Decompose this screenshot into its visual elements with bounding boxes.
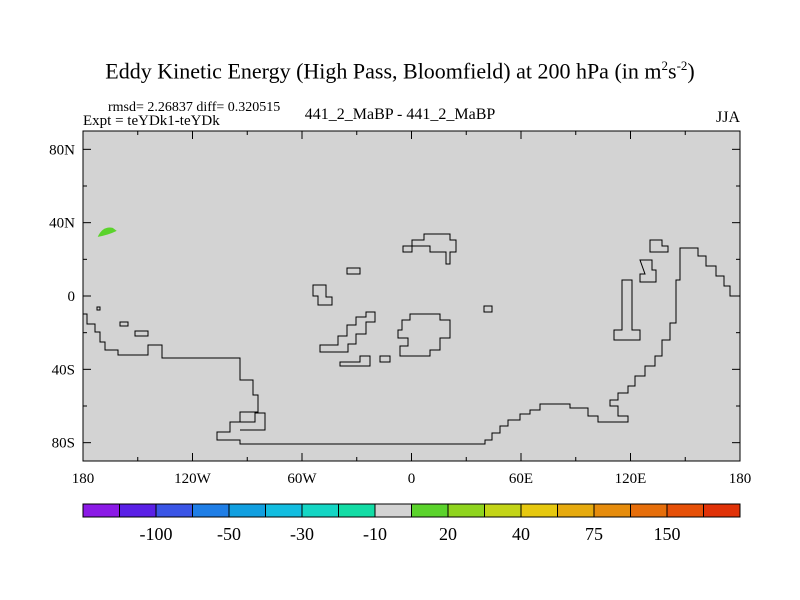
colorbar-label: -100	[140, 524, 173, 544]
colorbar-label: 150	[654, 524, 681, 544]
colorbar-swatch	[593, 503, 631, 518]
colorbar-swatch	[484, 503, 522, 518]
axis-tick-labels: 180 120W 60W 0 60E 120E 180 80N 40N 0 40S 80S	[49, 142, 751, 487]
coast-africa-west	[312, 284, 333, 306]
x-tick-label: 0	[408, 471, 416, 487]
units-s: s	[668, 58, 677, 84]
coast-island-mid	[346, 267, 361, 275]
colorbar-swatch	[374, 503, 412, 518]
coast-islands-west	[96, 306, 149, 337]
x-tick-label: 120E	[615, 471, 647, 487]
units-exp-2: -2	[676, 58, 688, 73]
y-tick-label: 80N	[49, 142, 75, 158]
x-tick-label: 60W	[287, 471, 317, 487]
colorbar-swatch	[301, 503, 339, 518]
colorbar-swatch	[119, 503, 157, 518]
coast-arabia-india	[402, 233, 457, 265]
colorbar-swatch	[155, 503, 193, 518]
colorbar-swatch	[338, 503, 376, 518]
coast-antarctica-and-south-america	[83, 247, 740, 445]
colorbar-label: -30	[290, 524, 314, 544]
colorbar-swatch	[666, 503, 704, 518]
season-label: JJA	[716, 109, 741, 126]
chart-title: Eddy Kinetic Energy (High Pass, Bloomfie…	[0, 58, 800, 84]
colorbar-labels: -100 -50 -30 -10 20 40 75 150	[140, 524, 681, 544]
x-tick-label: 60E	[509, 471, 533, 487]
axis-ticks	[82, 131, 741, 461]
experiment-label: Expt = teYDk1-teYDk	[83, 113, 220, 129]
coast-small-island-east	[483, 305, 493, 313]
colorbar-label: -10	[363, 524, 387, 544]
anomaly-patch	[97, 227, 117, 237]
y-tick-label: 40S	[52, 362, 75, 378]
colorbar-swatch	[411, 503, 449, 518]
colorbar-swatch	[520, 503, 558, 518]
colorbar-swatch	[82, 503, 120, 518]
coast-southern-africa	[319, 311, 376, 367]
units-close: )	[687, 58, 695, 84]
x-tick-label: 120W	[174, 471, 212, 487]
coast-madagascar-region	[379, 313, 451, 363]
colorbar-swatch	[265, 503, 303, 518]
coast-australia	[613, 279, 641, 341]
colorbar-swatch	[703, 503, 741, 518]
colorbar-swatch	[630, 503, 668, 518]
x-tick-label: 180	[72, 471, 95, 487]
colorbar	[82, 503, 741, 518]
units-exp-1: 2	[661, 58, 669, 73]
anomaly-patches	[97, 227, 117, 237]
colorbar-label: 40	[512, 524, 530, 544]
colorbar-swatch	[228, 503, 266, 518]
colorbar-label: -50	[217, 524, 241, 544]
y-tick-label: 80S	[52, 436, 75, 452]
colorbar-label: 20	[439, 524, 457, 544]
y-tick-label: 40N	[49, 216, 75, 232]
x-tick-label: 180	[729, 471, 752, 487]
coast-southeast-asia	[639, 259, 657, 283]
colorbar-swatch	[447, 503, 485, 518]
chart-title-text: Eddy Kinetic Energy (High Pass, Bloomfie…	[105, 58, 662, 84]
y-tick-label: 0	[68, 289, 76, 305]
colorbar-swatch	[192, 503, 230, 518]
stats-label: rmsd= 2.26837 diff= 0.320515	[108, 100, 281, 115]
colorbar-label: 75	[585, 524, 603, 544]
plot-area: 180 120W 60W 0 60E 120E 180 80N 40N 0 40S 80S	[49, 130, 751, 487]
colorbar-swatch	[557, 503, 595, 518]
case-label: 441_2_MaBP - 441_2_MaBP	[304, 106, 496, 123]
map-background	[83, 131, 740, 461]
coast-antarctic-peninsula	[240, 412, 266, 431]
coast-japan	[649, 239, 669, 253]
